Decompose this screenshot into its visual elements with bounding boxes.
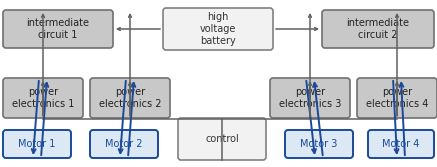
FancyBboxPatch shape	[90, 130, 158, 158]
FancyBboxPatch shape	[270, 78, 350, 118]
FancyBboxPatch shape	[163, 8, 273, 50]
FancyBboxPatch shape	[285, 130, 353, 158]
Text: intermediate
circuit 1: intermediate circuit 1	[27, 18, 90, 40]
Text: Motor 3: Motor 3	[300, 139, 338, 149]
FancyBboxPatch shape	[357, 78, 437, 118]
FancyBboxPatch shape	[368, 130, 434, 158]
FancyBboxPatch shape	[3, 10, 113, 48]
Text: power
electronics 4: power electronics 4	[366, 87, 428, 109]
Text: Motor 4: Motor 4	[382, 139, 420, 149]
FancyBboxPatch shape	[178, 118, 266, 160]
FancyBboxPatch shape	[90, 78, 170, 118]
Text: Motor 1: Motor 1	[18, 139, 55, 149]
Text: intermediate
circuit 2: intermediate circuit 2	[347, 18, 409, 40]
Text: control: control	[205, 134, 239, 144]
Text: high
voltage
battery: high voltage battery	[200, 12, 236, 46]
Text: power
electronics 2: power electronics 2	[99, 87, 161, 109]
FancyBboxPatch shape	[3, 78, 83, 118]
FancyBboxPatch shape	[322, 10, 434, 48]
Text: power
electronics 3: power electronics 3	[279, 87, 341, 109]
FancyBboxPatch shape	[3, 130, 71, 158]
Text: power
electronics 1: power electronics 1	[12, 87, 74, 109]
Text: Motor 2: Motor 2	[105, 139, 143, 149]
